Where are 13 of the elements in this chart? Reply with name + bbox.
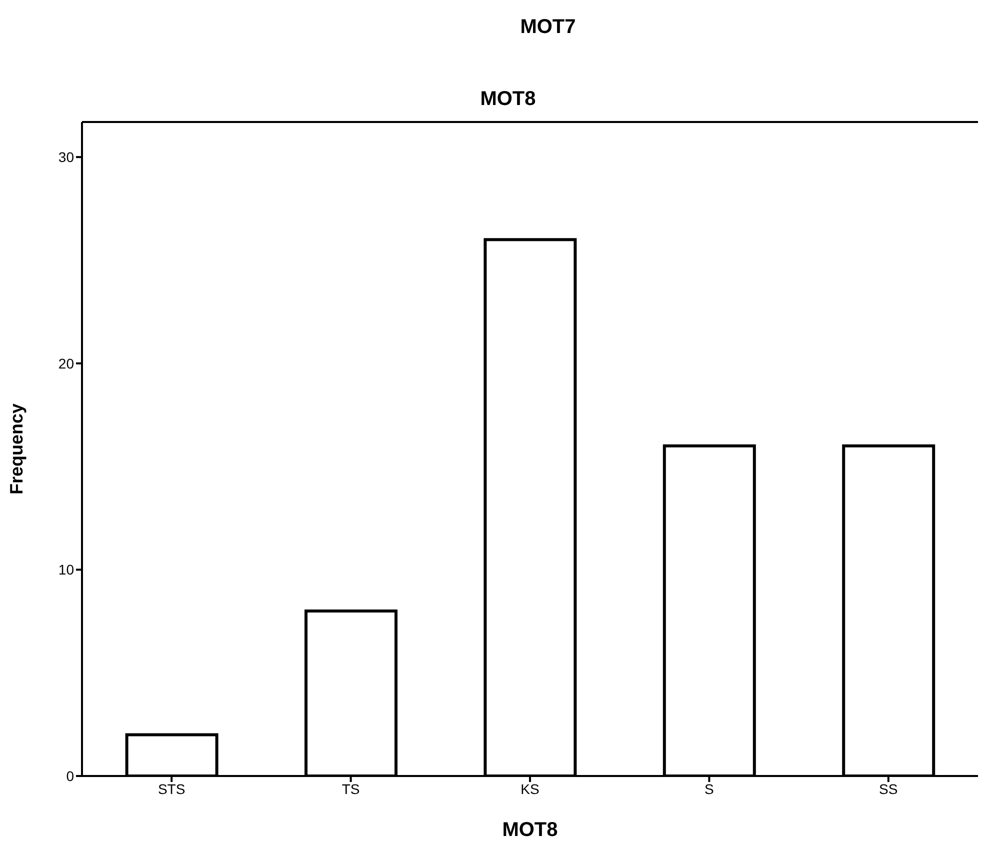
y-tick-label: 20 [58,355,74,372]
y-tick-label: 0 [66,768,74,784]
x-tick-label: KS [520,780,540,797]
x-tick-label: STS [158,780,186,797]
y-tick-label: 30 [58,149,74,166]
y-tick-label: 10 [58,562,74,578]
x-tick-label: SS [879,780,898,797]
chart-title: MOT8 [479,88,537,111]
x-tick-label: S [704,780,714,797]
text: MOT7 [519,16,577,39]
x-axis-title: MOT8 [502,819,558,841]
x-tick-label: TS [342,780,360,797]
y-axis-title: Frequency [6,403,26,495]
